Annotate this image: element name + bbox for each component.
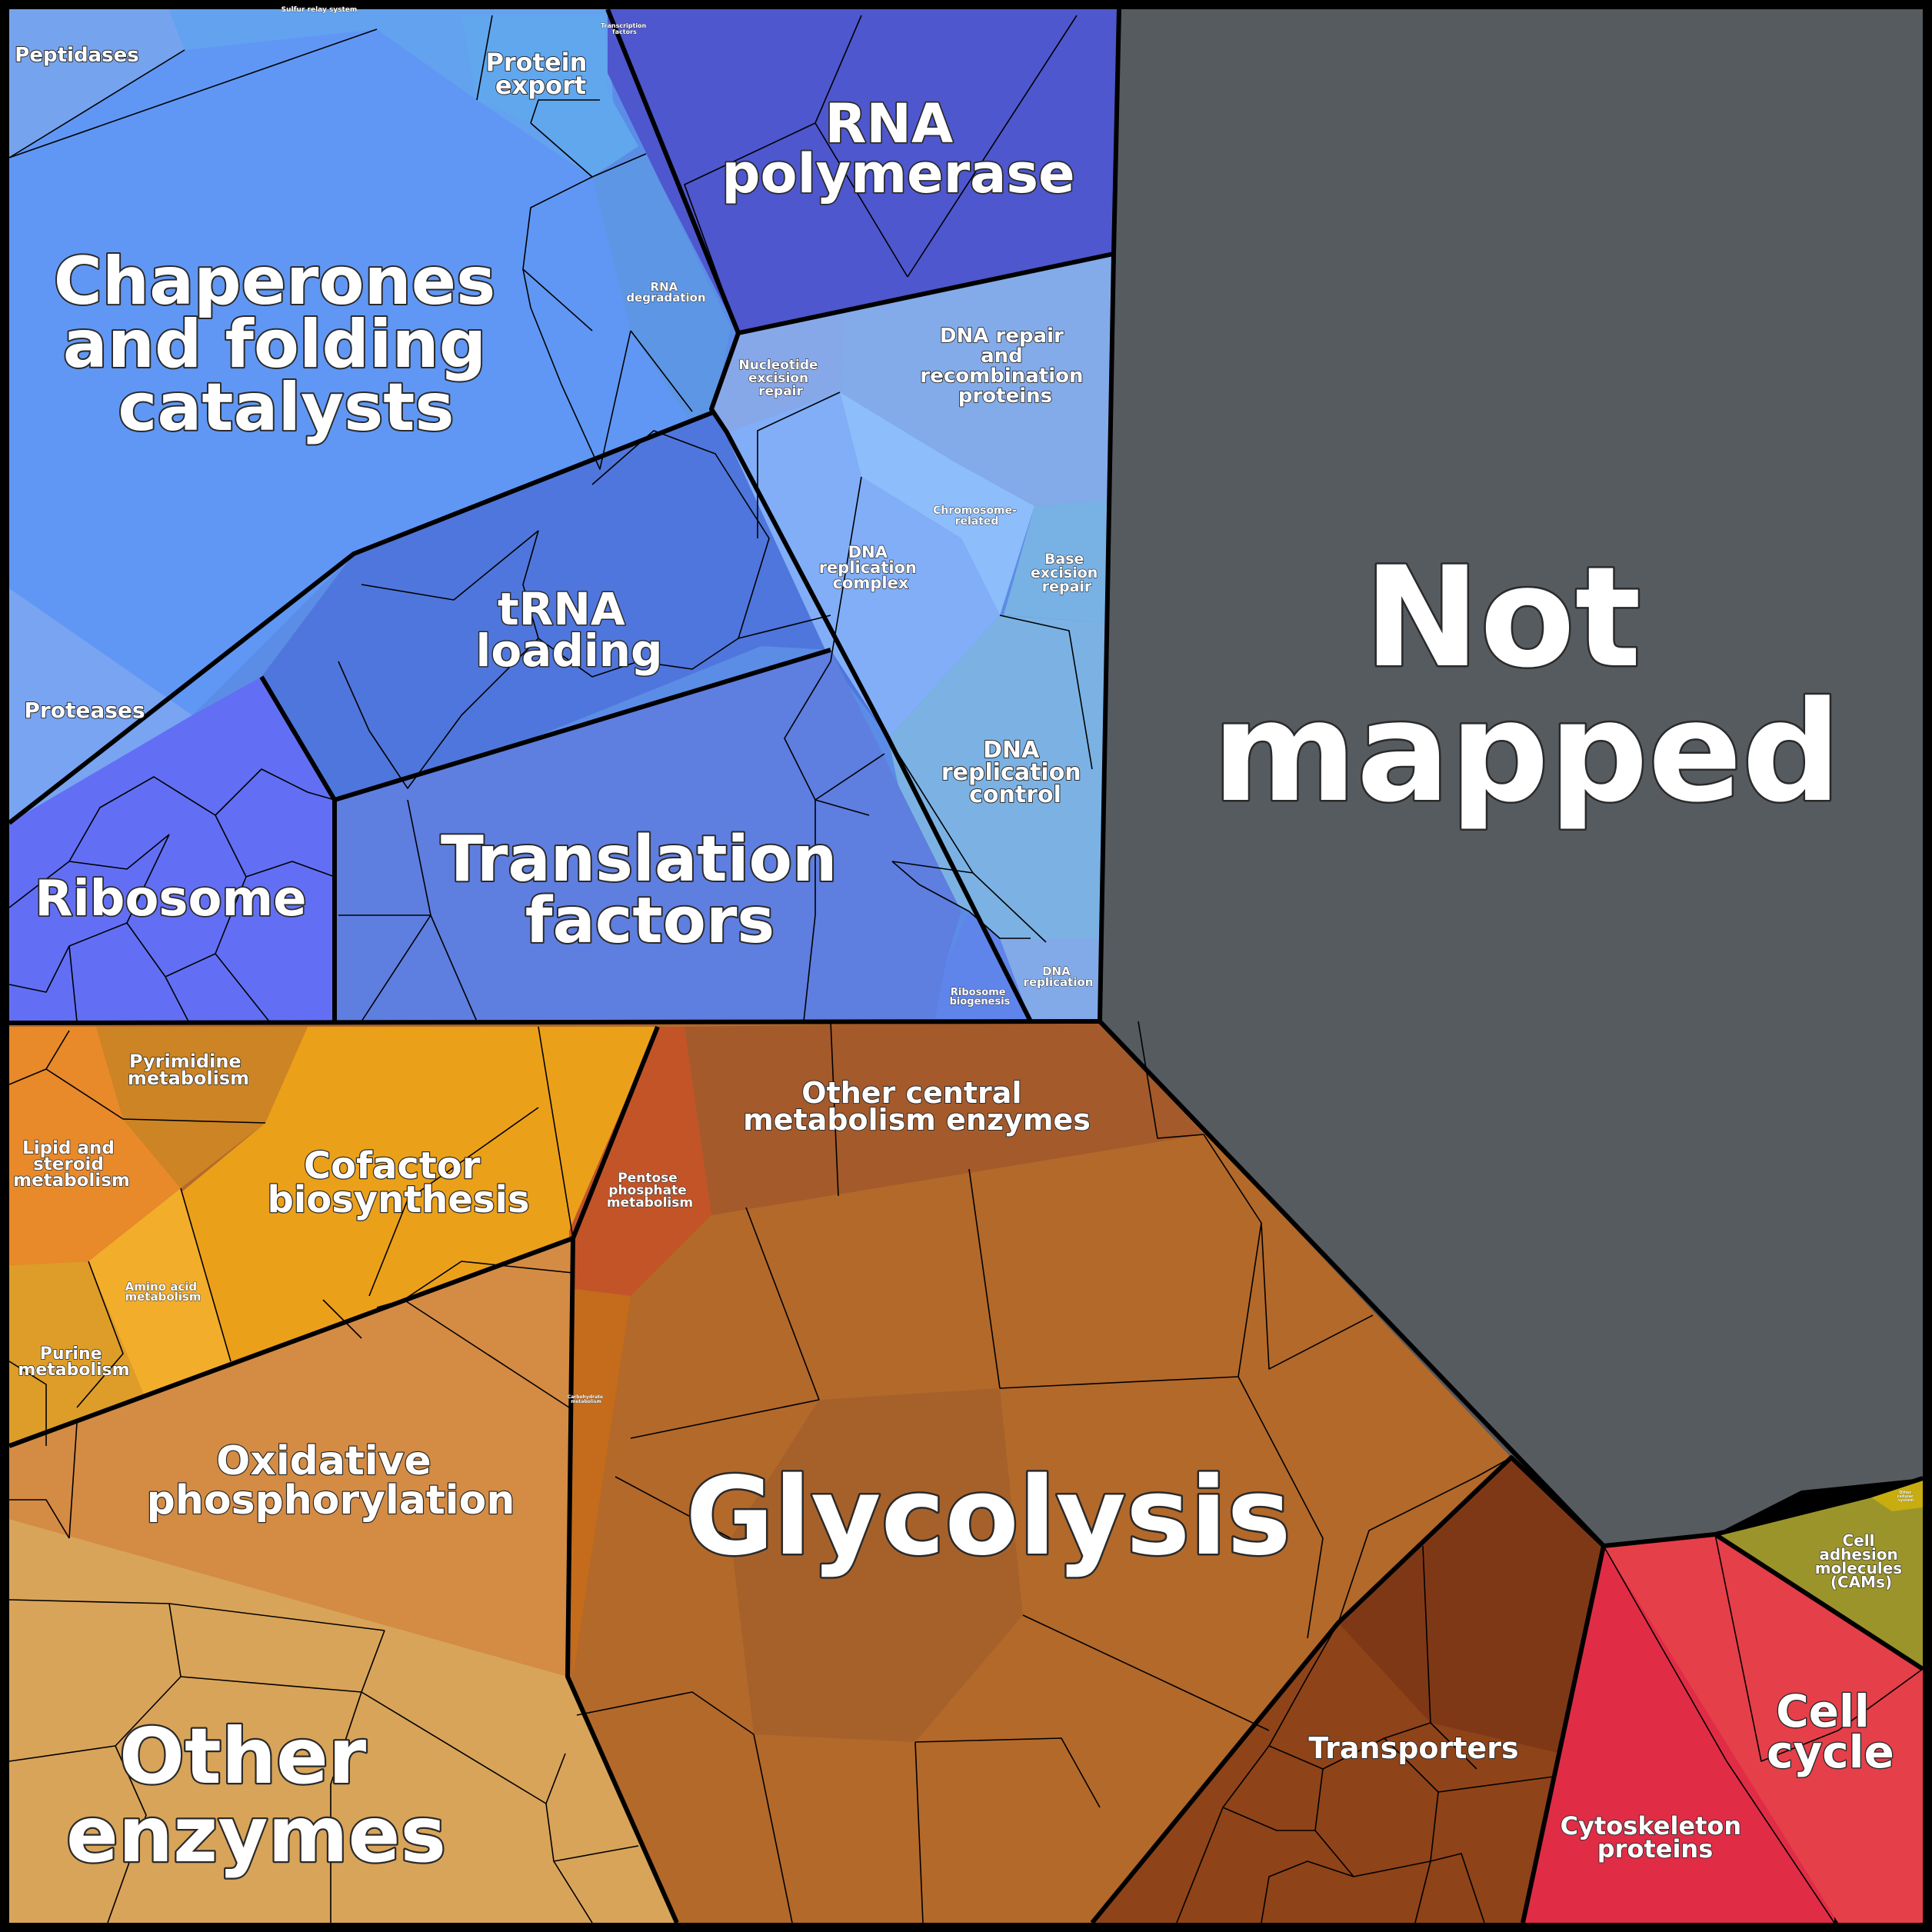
label-cytoskeleton: Cytoskeleton proteins (1561, 1811, 1750, 1864)
cell-proteases[interactable] (9, 588, 192, 823)
label-cofactor: Cofactor biosynthesis (267, 1144, 529, 1221)
label-protein-export: Protein export (485, 48, 595, 100)
cell-carbohydrate[interactable] (568, 1288, 631, 1677)
cell-peptidases[interactable] (9, 9, 185, 158)
label-other-enzymes: Other enzymes (66, 1711, 446, 1880)
region-ribosome[interactable] (9, 677, 335, 1021)
cell-dna-replication-control[interactable] (888, 615, 1106, 938)
label-not-mapped: Not mapped (1212, 538, 1841, 833)
cell-pentose[interactable] (569, 1027, 711, 1296)
label-translation-factors: Translation factors (441, 823, 859, 958)
region-trna-loading[interactable] (261, 411, 888, 798)
label-oxidative: Oxidative phosphorylation (147, 1438, 515, 1524)
label-proteases: Proteases (24, 698, 145, 723)
label-glycolysis: Glycolysis (685, 1454, 1291, 1580)
label-rna-degradation: RNA degradation (626, 280, 705, 305)
cell-rna-degradation[interactable] (592, 154, 731, 431)
label-nucleotide-excision: Nucleotide excision repair (738, 358, 822, 399)
cell-protein-export[interactable] (461, 15, 638, 177)
cell-glycolysis-center[interactable] (731, 1388, 1023, 1742)
region-rna-polymerase[interactable] (608, 9, 1119, 333)
cell-dna-repair[interactable] (840, 254, 1114, 506)
label-other-central: Other central metabolism enzymes (743, 1076, 1091, 1137)
cell-chromosome[interactable] (840, 392, 1034, 615)
region-cell-adhesion[interactable] (1715, 1492, 1923, 1669)
cell-lipid[interactable] (9, 1027, 181, 1265)
label-other-cellular: Other cellular system (1897, 1491, 1915, 1503)
label-trna-loading: tRNA loading (475, 583, 662, 677)
label-purine: Purine metabolism (18, 1344, 129, 1380)
cell-base-excision[interactable] (1004, 500, 1108, 623)
label-carbohydrate: Carbohydrate metabolism (568, 1394, 605, 1404)
cell-dna-replication-complex[interactable] (727, 392, 1000, 738)
region-other-cellular[interactable] (1869, 1478, 1923, 1511)
cell-ribosome-biogenesis[interactable] (934, 911, 1031, 1021)
label-base-excision: Base excision repair (1031, 551, 1103, 595)
cell-purine[interactable] (9, 1261, 146, 1446)
cell-transporters-top[interactable] (1338, 1457, 1604, 1754)
label-amino-acid: Amino acid metabolism (125, 1280, 202, 1304)
region-fills (9, 9, 1923, 1923)
cell-nucleotide-excision[interactable] (711, 313, 842, 432)
label-dna-repair: DNA repair and recombination proteins (920, 325, 1090, 408)
cell-pyrimidine[interactable] (96, 1027, 308, 1188)
label-transporters: Transporters (1308, 1731, 1518, 1765)
cell-cofactor[interactable] (177, 1027, 658, 1361)
cell-dna-replication[interactable] (1000, 938, 1100, 1021)
label-cell-adhesion: Cell adhesion molecules (CAMs) (1815, 1531, 1907, 1591)
label-ribosome-biogenesis: Ribosome biogenesis (950, 987, 1011, 1008)
label-chromosome: Chromosome- related (933, 505, 1021, 528)
label-lipid: Lipid and steroid metabolism (13, 1138, 130, 1191)
cell-other-enzymes[interactable] (9, 1519, 677, 1923)
cell-borders (8, 15, 1924, 1924)
region-not-mapped[interactable] (1100, 9, 1923, 1546)
label-transcription-factors: Transcription factors (601, 22, 648, 35)
cell-other-central[interactable] (685, 1021, 1204, 1215)
region-cell-cycle[interactable] (1604, 1534, 1923, 1923)
region-translation-factors[interactable] (335, 650, 961, 1021)
label-dna-replication: DNA replication (1024, 964, 1094, 989)
cell-chaperones-main[interactable] (9, 29, 715, 715)
labels: Not mapped Chaperones and folding cataly… (12, 6, 1915, 1882)
label-rna-polymerase: RNA polymerase (721, 92, 1074, 205)
label-peptidases: Peptidases (15, 44, 138, 67)
label-cell-cycle: Cell cycle (1767, 1685, 1894, 1778)
label-pyrimidine: Pyrimidine metabolism (128, 1051, 249, 1089)
label-chaperones: Chaperones and folding catalysts (54, 243, 518, 446)
label-dna-replication-complex: DNA replication complex (819, 543, 923, 592)
label-pentose: Pentose phosphate metabolism (607, 1171, 693, 1211)
label-dna-replication-control: DNA replication control (941, 737, 1089, 808)
label-sulfur-relay: Sulfur relay system (281, 6, 358, 14)
cell-oxidative[interactable] (9, 1238, 573, 1677)
label-ribosome: Ribosome (35, 871, 306, 928)
